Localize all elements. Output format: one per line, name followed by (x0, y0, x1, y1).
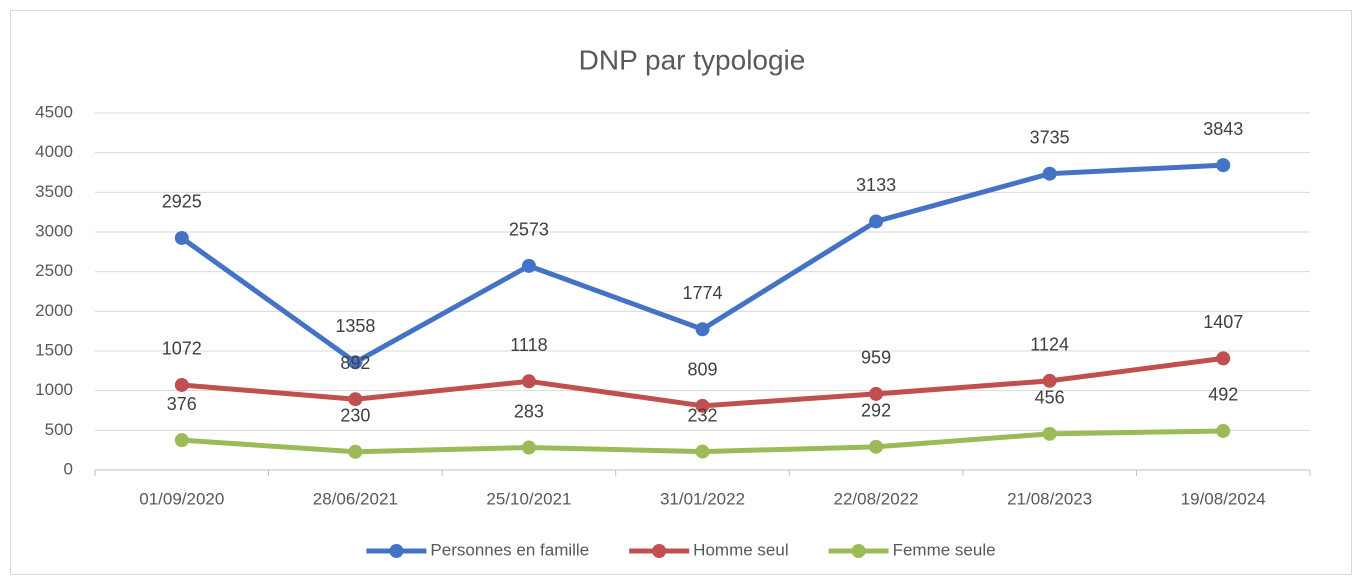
data-label: 232 (687, 405, 717, 425)
legend-marker (652, 544, 667, 558)
chart-border (10, 10, 1352, 575)
marker (174, 433, 189, 448)
x-tick-label: 31/01/2022 (660, 489, 745, 508)
legend-label: Homme seul (693, 540, 788, 559)
marker (869, 386, 884, 401)
x-tick-label: 01/09/2020 (139, 489, 224, 508)
data-label: 1118 (510, 335, 547, 355)
data-label: 376 (167, 394, 197, 414)
marker (348, 355, 363, 370)
data-label: 959 (861, 348, 891, 368)
data-label: 1407 (1203, 312, 1243, 332)
marker (348, 392, 363, 407)
marker (1216, 158, 1231, 173)
data-label: 3735 (1030, 127, 1070, 147)
marker (521, 374, 536, 389)
marker (1216, 423, 1231, 438)
data-label: 1072 (162, 339, 202, 359)
marker (1042, 166, 1057, 181)
y-tick-label: 1500 (35, 340, 73, 359)
data-label: 492 (1208, 385, 1238, 405)
data-label: 1124 (1030, 335, 1069, 355)
y-tick-label: 2000 (35, 301, 73, 320)
marker (521, 440, 536, 455)
data-label: 283 (514, 401, 544, 421)
data-label: 2573 (509, 220, 549, 240)
marker (869, 439, 884, 454)
marker (348, 444, 363, 459)
y-tick-label: 1000 (35, 380, 73, 399)
data-label: 292 (861, 401, 891, 421)
data-label: 456 (1035, 388, 1065, 408)
data-label: 2925 (162, 192, 202, 212)
legend-marker (851, 544, 866, 558)
legend-label: Femme seule (893, 540, 996, 559)
marker (695, 444, 710, 459)
data-label: 3843 (1203, 119, 1243, 139)
x-tick-label: 28/06/2021 (313, 489, 398, 508)
data-label: 892 (340, 353, 370, 373)
x-tick-label: 19/08/2024 (1181, 489, 1266, 508)
y-tick-label: 0 (64, 459, 73, 478)
data-label: 3133 (856, 175, 896, 195)
data-label: 1774 (682, 283, 722, 303)
y-tick-label: 3000 (35, 221, 73, 240)
marker (869, 214, 884, 229)
x-tick-label: 25/10/2021 (486, 489, 571, 508)
y-tick-label: 500 (45, 420, 73, 439)
y-tick-label: 4500 (35, 102, 73, 121)
x-tick-label: 22/08/2022 (834, 489, 919, 508)
marker (174, 377, 189, 392)
marker (1216, 351, 1231, 366)
y-tick-label: 4000 (35, 142, 73, 161)
marker (1042, 426, 1057, 441)
legend-marker (389, 544, 404, 558)
x-tick-label: 21/08/2023 (1007, 489, 1092, 508)
marker (1042, 373, 1057, 388)
data-label: 809 (687, 360, 717, 380)
marker (174, 230, 189, 245)
data-label: 1358 (335, 316, 375, 336)
y-tick-label: 2500 (35, 261, 73, 280)
legend-label: Personnes en famille (430, 540, 589, 559)
marker (695, 398, 710, 413)
chart-title: DNP par typologie (579, 44, 806, 75)
data-label: 230 (340, 406, 370, 426)
marker (521, 258, 536, 273)
y-tick-label: 3500 (35, 182, 73, 201)
marker (695, 322, 710, 337)
